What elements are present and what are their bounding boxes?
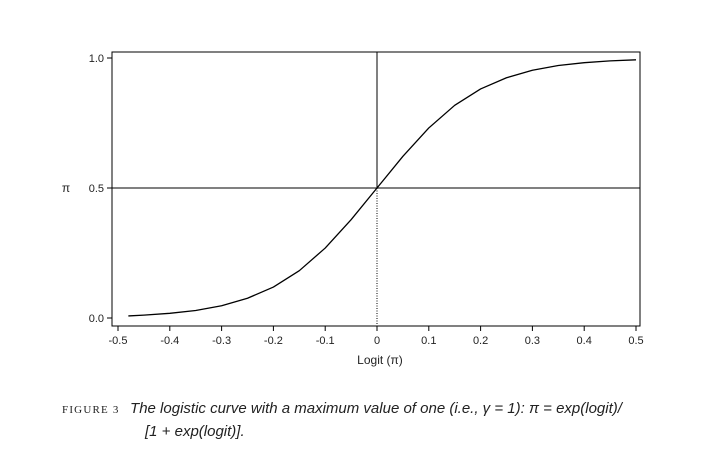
x-tick-label: 0.5 (628, 335, 643, 347)
x-tick-label: 0.4 (577, 335, 592, 347)
x-tick-label: 0 (374, 335, 380, 347)
plot-frame (111, 51, 641, 327)
caption-label: FIGURE 3 (62, 404, 120, 416)
x-tick-label: 0.3 (525, 335, 540, 347)
x-tick-label: -0.4 (160, 335, 179, 347)
x-tick-label: 0.1 (421, 335, 436, 347)
figure-caption: FIGURE 3 The logistic curve with a maxim… (62, 398, 682, 443)
y-tick-label: 0.5 (89, 183, 104, 195)
y-tick-label: 0.0 (89, 313, 104, 325)
x-tick-label: -0.2 (264, 335, 283, 347)
logistic-curve-chart: -0.5 -0.4 -0.3 -0.2 -0.1 0 0.1 0.2 0.3 0.4 0.5 0.0 0… (62, 51, 644, 367)
x-tick-label: 0.2 (473, 335, 488, 347)
caption-text-line2: [1 + exp(logit)]. (145, 423, 245, 440)
y-axis-label: π (62, 181, 70, 195)
x-tick-label: -0.5 (109, 335, 128, 347)
x-tick-label: -0.3 (212, 335, 231, 347)
caption-text-line1: The logistic curve with a maximum value … (130, 400, 622, 417)
logistic-curve-line (128, 59, 637, 317)
x-axis-label: Logit (π) (357, 353, 403, 367)
y-tick-label: 1.0 (89, 53, 104, 65)
x-tick-label: -0.1 (316, 335, 335, 347)
